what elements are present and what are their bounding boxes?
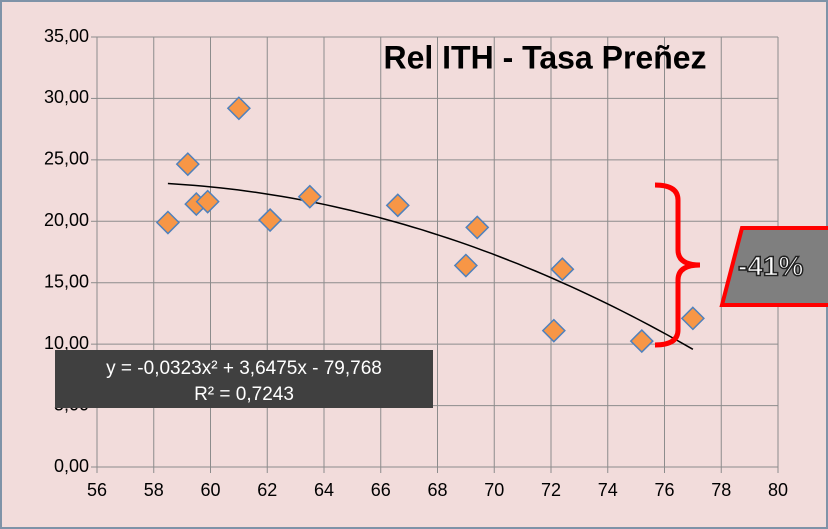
y-tick-label: 30,00 xyxy=(44,87,89,107)
x-tick-label: 58 xyxy=(144,480,164,500)
x-tick-label: 66 xyxy=(371,480,391,500)
trendline xyxy=(167,182,694,350)
y-tick-label: 25,00 xyxy=(44,149,89,169)
x-tick-label: 80 xyxy=(768,480,788,500)
x-tick-label: 62 xyxy=(257,480,277,500)
point xyxy=(258,207,283,233)
x-tick-label: 74 xyxy=(598,480,618,500)
point xyxy=(195,189,220,214)
point xyxy=(297,184,322,209)
point xyxy=(550,257,575,282)
x-tick-label: 72 xyxy=(541,480,561,500)
point xyxy=(680,306,705,331)
chart-title: Rel ITH - Tasa Preñez xyxy=(383,39,706,75)
marks xyxy=(155,96,705,354)
x-tick-label: 64 xyxy=(314,480,334,500)
point xyxy=(175,152,200,177)
point xyxy=(226,96,251,121)
x-tick-label: 68 xyxy=(427,480,447,500)
equation-box xyxy=(55,350,433,408)
point xyxy=(453,253,478,278)
trend-r2: R² = 0,7243 xyxy=(194,384,294,405)
bracket xyxy=(654,182,701,348)
point xyxy=(155,210,180,235)
point xyxy=(385,193,410,218)
x-tick-label: 56 xyxy=(87,480,107,500)
point xyxy=(465,215,490,240)
y-tick-label: 20,00 xyxy=(44,210,89,230)
x-tick-label: 76 xyxy=(654,480,674,500)
y-tick-label: 35,00 xyxy=(44,26,89,46)
annotation-box xyxy=(719,226,828,307)
x-tick-label: 70 xyxy=(484,480,504,500)
x-tick-label: 60 xyxy=(200,480,220,500)
trend-equation: y = -0,0323x² + 3,6475x - 79,768 xyxy=(106,358,382,379)
annotation: -41% xyxy=(738,250,803,281)
y-tick-label: 15,00 xyxy=(44,271,89,291)
y-tick-label: 0,00 xyxy=(54,456,89,476)
point xyxy=(541,318,566,343)
x-tick-label: 78 xyxy=(711,480,731,500)
point xyxy=(629,329,654,354)
y-tick-label: 10,00 xyxy=(44,333,89,353)
